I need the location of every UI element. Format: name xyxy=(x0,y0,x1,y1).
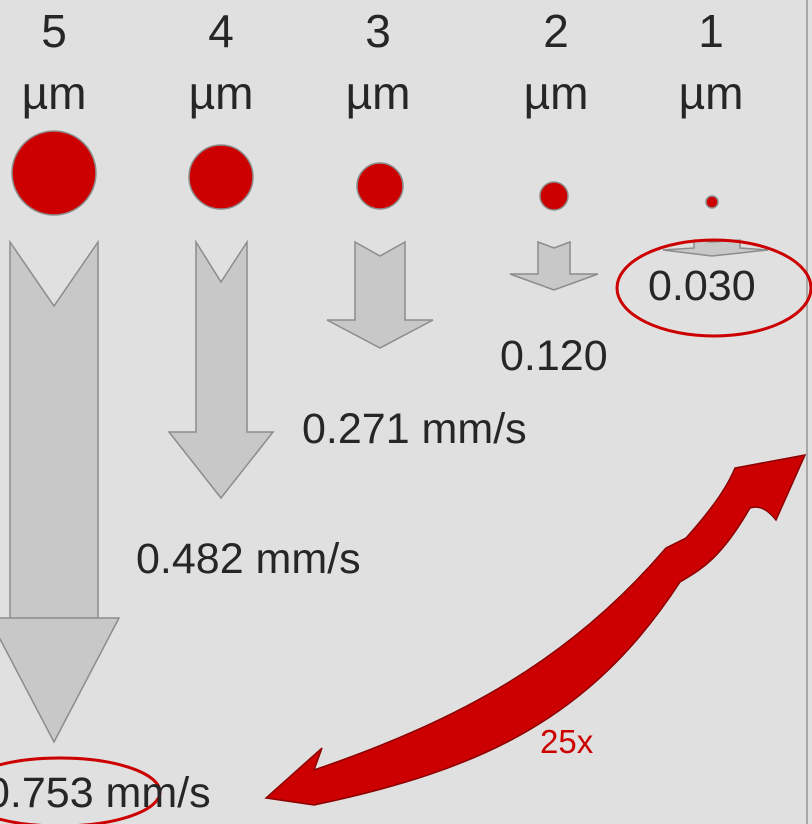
comparison-arrow xyxy=(264,454,807,806)
particle-2um xyxy=(539,181,569,211)
speed-label-1um: 0.030 xyxy=(648,262,756,310)
size-unit-2: µm xyxy=(523,67,589,119)
size-unit-3: µm xyxy=(345,67,411,119)
size-unit-5: µm xyxy=(21,67,87,119)
size-unit-4: µm xyxy=(188,67,254,119)
velocity-arrow-5um xyxy=(0,239,121,744)
velocity-arrow-3um xyxy=(326,240,434,349)
particle-1um xyxy=(705,195,719,209)
speed-label-4um: 0.482 mm/s xyxy=(136,535,361,583)
size-unit-1: µm xyxy=(678,67,744,119)
size-value-2: 2 xyxy=(543,5,569,57)
particle-3um xyxy=(356,162,404,210)
highlight-ellipse-5um-speed xyxy=(0,756,162,824)
size-value-1: 1 xyxy=(698,5,724,57)
velocity-arrow-4um xyxy=(167,239,275,500)
particle-4um xyxy=(188,144,254,210)
size-value-5: 5 xyxy=(41,5,67,57)
speed-label-5um: 0.753 mm/s xyxy=(0,769,211,817)
size-value-3: 3 xyxy=(365,5,391,57)
highlight-ellipse-1um-speed xyxy=(615,238,812,338)
velocity-arrow-2um xyxy=(509,240,599,291)
comparison-factor-label: 25x xyxy=(540,723,594,760)
size-value-4: 4 xyxy=(208,5,234,57)
speed-label-2um: 0.120 xyxy=(500,332,608,380)
particle-5um xyxy=(11,130,97,216)
speed-label-3um: 0.271 mm/s xyxy=(302,405,527,453)
